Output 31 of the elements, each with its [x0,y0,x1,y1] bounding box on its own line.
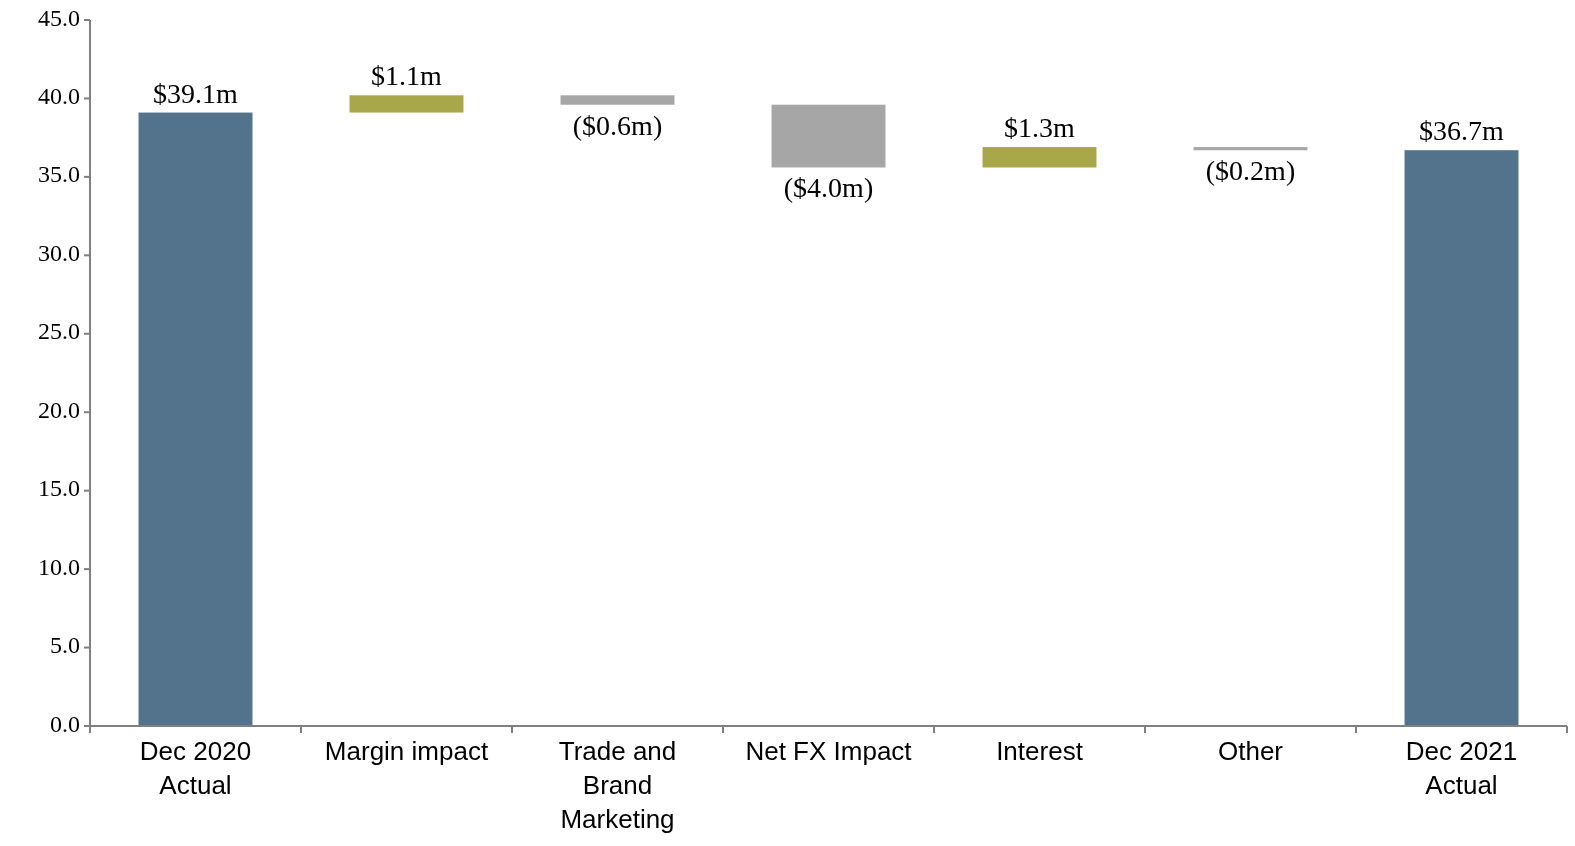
x-tick-label: Margin impact [324,736,489,766]
y-tick-label: 40.0 [38,82,80,109]
bar [982,147,1097,168]
y-tick-label: 20.0 [38,396,80,423]
bar [1193,147,1308,151]
bar [1404,150,1519,726]
y-tick-label: 30.0 [38,239,80,266]
data-label: $1.3m [1004,112,1076,144]
x-tick-label: Dec 2020 Actual [139,736,252,800]
y-tick-label: 45.0 [38,4,80,31]
data-label: ($0.6m) [572,109,663,141]
x-tick-label: Net FX Impact [745,736,913,766]
bar [138,112,253,726]
bar [771,104,886,168]
bar [560,95,675,105]
y-tick-label: 25.0 [38,318,80,345]
y-tick-label: 0.0 [50,710,80,737]
data-label: $36.7m [1419,115,1505,147]
x-tick-label: Other [1217,736,1284,766]
x-tick-label: Trade and Brand Marketing [558,736,677,834]
y-tick-label: 5.0 [50,632,80,659]
y-tick-label: 10.0 [38,553,80,580]
bar [349,95,464,113]
x-tick-label: Dec 2021 Actual [1405,736,1518,800]
data-label: ($4.0m) [783,172,874,204]
data-label: $39.1m [153,77,239,109]
data-label: $1.1m [371,60,443,92]
data-label: ($0.2m) [1205,155,1296,187]
y-tick-label: 15.0 [38,475,80,502]
x-tick-label: Interest [996,736,1084,766]
y-tick-label: 35.0 [38,161,80,188]
